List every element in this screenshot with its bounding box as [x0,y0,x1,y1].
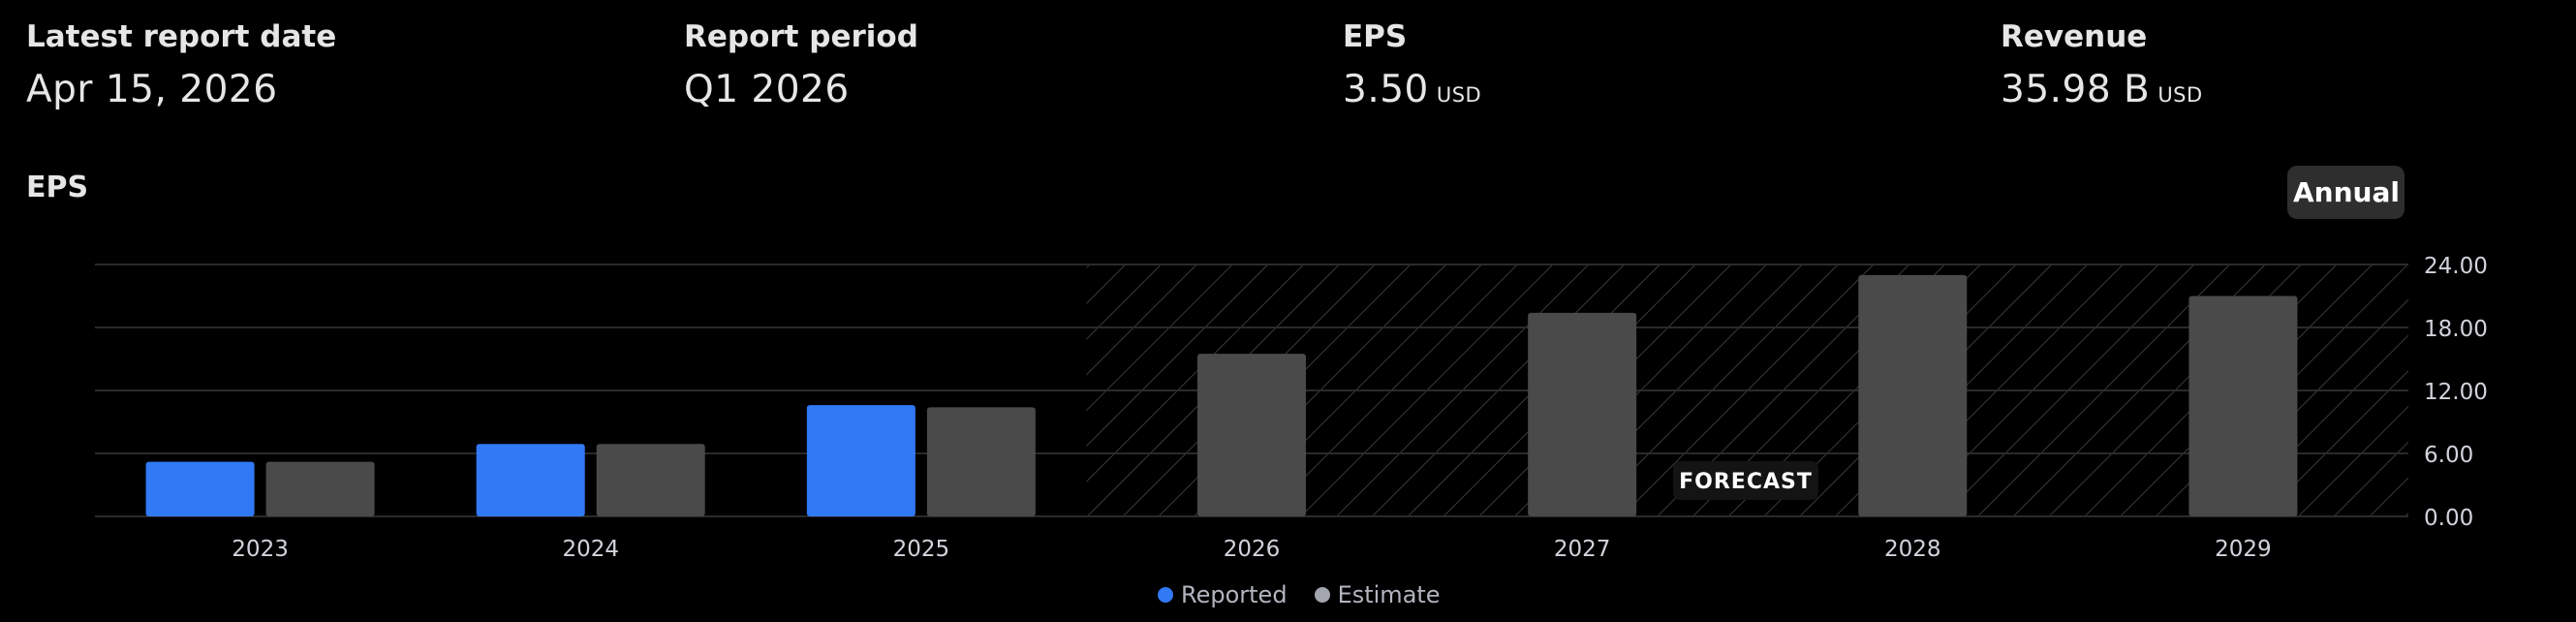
x-tick-label: 2029 [2215,537,2272,562]
x-tick-label: 2024 [562,537,619,562]
stat-label: EPS [1343,19,1408,54]
bar-estimate [596,444,705,516]
x-tick-label: 2027 [1554,537,1611,562]
legend-label: Reported [1181,581,1288,608]
legend-item-reported[interactable]: Reported [1158,581,1288,608]
period-toggle-button[interactable]: Annual [2287,166,2405,219]
y-tick-label: 18.00 [2424,317,2488,342]
bar-estimate [2188,295,2298,516]
legend-item-estimate[interactable]: Estimate [1314,581,1441,608]
legend-label: Estimate [1337,581,1441,608]
unit-label: USD [2157,83,2203,107]
forecast-badge [1673,461,1818,500]
reported-dot-icon [1158,587,1173,603]
stat-value: 35.98 B USD [2001,68,2203,111]
stat-label: Revenue [2001,19,2148,54]
stat-value: Apr 15, 2026 [26,68,278,111]
x-tick-label: 2023 [232,537,289,562]
bar-reported [145,461,255,516]
unit-label: USD [1436,83,1482,107]
bar-estimate [1858,274,1968,516]
x-tick-label: 2026 [1224,537,1281,562]
bar-estimate [1197,354,1306,516]
bar-estimate [926,407,1036,516]
stat-label: Latest report date [26,19,337,54]
stat-eps: EPS 3.50 USD [1343,19,1481,117]
y-tick-label: 6.00 [2424,443,2473,468]
stat-value: Q1 2026 [684,68,850,111]
estimate-dot-icon [1314,587,1330,603]
stat-value: 3.50 USD [1343,68,1482,111]
x-tick-label: 2025 [893,537,950,562]
y-tick-label: 24.00 [2424,254,2488,279]
bar-estimate [1528,312,1637,516]
y-tick-label: 0.00 [2424,506,2473,531]
chart-title: EPS [26,171,89,204]
bar-reported [806,405,916,516]
x-tick-label: 2028 [1884,537,1941,562]
bar-reported [476,444,585,516]
forecast-label: FORECAST [1679,470,1813,494]
stat-label: Report period [684,19,918,54]
chart-legend: Reported Estimate [1158,580,1468,609]
y-tick-label: 12.00 [2424,380,2488,405]
stat-revenue: Revenue 35.98 B USD [2001,19,2203,117]
stat-report-period: Report period Q1 2026 [684,19,918,112]
bar-estimate [265,461,375,516]
stat-latest-report-date: Latest report date Apr 15, 2026 [26,19,336,112]
